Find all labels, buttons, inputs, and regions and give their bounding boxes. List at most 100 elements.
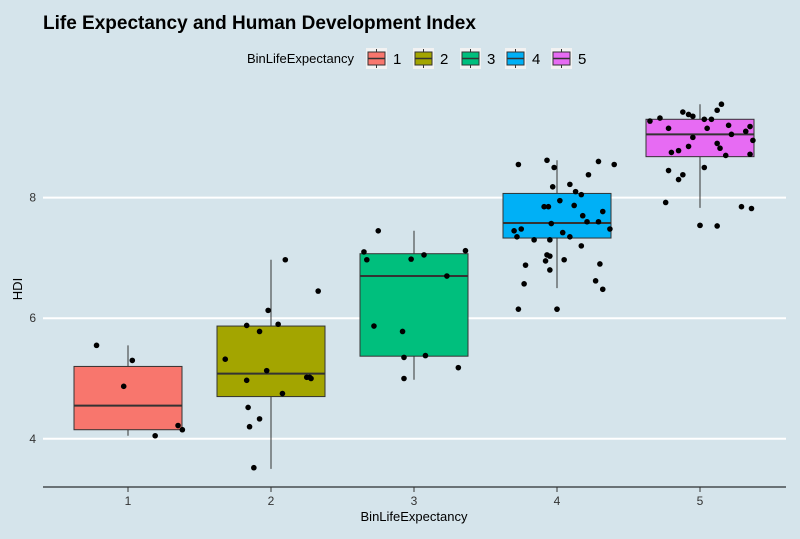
point-35 <box>455 364 462 371</box>
boxes <box>73 118 755 431</box>
point-44 <box>572 188 579 195</box>
point-87 <box>725 122 732 129</box>
point-62 <box>567 234 573 240</box>
x-tick-label-4: 4 <box>554 494 561 508</box>
point-65 <box>547 253 553 259</box>
point-75 <box>554 306 560 312</box>
point-47 <box>571 202 577 209</box>
point-8 <box>256 328 263 335</box>
point-2 <box>129 357 136 364</box>
point-66 <box>522 262 529 268</box>
point-1 <box>120 383 127 390</box>
point-33 <box>422 352 429 359</box>
point-39 <box>585 171 592 178</box>
point-81 <box>701 116 708 123</box>
point-19 <box>279 390 286 397</box>
point-52 <box>584 218 590 225</box>
y-tick-label-4: 4 <box>29 432 36 446</box>
point-98 <box>675 147 682 154</box>
y-tick-label-6: 6 <box>29 311 36 325</box>
point-30 <box>371 323 377 329</box>
point-28 <box>444 273 450 279</box>
point-59 <box>531 237 537 243</box>
point-97 <box>668 149 675 156</box>
x-ticks: 1 2 3 4 5 <box>125 487 704 508</box>
legend: BinLifeExpectancy 1 2 3 4 5 <box>247 48 586 69</box>
point-24 <box>364 256 370 263</box>
point-106 <box>738 203 745 210</box>
point-61 <box>559 229 566 236</box>
point-5 <box>179 426 186 433</box>
point-89 <box>714 140 720 147</box>
point-13 <box>263 367 270 374</box>
point-23 <box>361 249 367 255</box>
legend-label-2: 2 <box>440 51 448 68</box>
medians <box>74 133 754 407</box>
point-83 <box>718 101 725 108</box>
point-11 <box>282 256 289 263</box>
point-4 <box>175 422 181 429</box>
y-tick-labels: 4 6 8 <box>29 191 36 446</box>
point-6 <box>222 356 229 363</box>
point-69 <box>561 256 567 263</box>
legend-label-3: 3 <box>487 51 495 68</box>
y-tick-label-8: 8 <box>29 191 36 205</box>
point-17 <box>246 423 253 430</box>
x-tick-label-3: 3 <box>411 494 418 508</box>
point-7 <box>243 322 250 329</box>
point-99 <box>722 152 729 159</box>
point-18 <box>251 464 257 471</box>
point-100 <box>665 167 672 174</box>
legend-label-1: 1 <box>393 51 401 68</box>
point-0 <box>93 342 100 349</box>
point-88 <box>690 134 696 141</box>
point-74 <box>515 306 522 312</box>
point-49 <box>545 203 552 210</box>
point-95 <box>750 137 756 144</box>
point-29 <box>408 256 414 262</box>
point-77 <box>657 115 663 121</box>
jitter-points <box>93 101 756 471</box>
point-26 <box>421 252 427 258</box>
point-68 <box>542 258 549 264</box>
point-71 <box>599 286 606 293</box>
point-91 <box>685 143 692 150</box>
point-51 <box>579 212 586 219</box>
point-108 <box>697 222 703 229</box>
chart-title: Life Expectancy and Human Development In… <box>43 13 476 34</box>
point-40 <box>595 158 602 165</box>
point-103 <box>680 171 686 178</box>
point-22 <box>308 375 314 382</box>
point-48 <box>599 208 606 215</box>
y-axis-title: HDI <box>10 278 25 300</box>
point-96 <box>747 151 753 158</box>
legend-label-5: 5 <box>578 51 586 68</box>
point-92 <box>728 131 735 138</box>
point-3 <box>152 432 158 439</box>
whiskers <box>127 104 701 469</box>
point-32 <box>401 354 407 361</box>
point-76 <box>647 118 653 124</box>
point-9 <box>265 307 271 314</box>
point-93 <box>742 128 749 135</box>
point-72 <box>592 278 599 284</box>
point-10 <box>275 321 281 328</box>
x-tick-label-5: 5 <box>697 494 704 508</box>
point-38 <box>551 164 557 171</box>
point-55 <box>548 220 555 227</box>
point-86 <box>665 125 672 132</box>
point-37 <box>544 157 550 164</box>
point-94 <box>747 123 753 130</box>
box-3 <box>359 253 469 357</box>
box-4 <box>502 192 612 239</box>
point-27 <box>462 247 469 254</box>
point-67 <box>521 281 527 287</box>
point-14 <box>243 377 250 384</box>
legend-title: BinLifeExpectancy <box>247 51 354 66</box>
point-58 <box>514 234 520 240</box>
point-84 <box>708 116 715 123</box>
point-101 <box>701 164 708 171</box>
point-63 <box>578 243 585 249</box>
point-31 <box>399 328 406 335</box>
point-54 <box>607 226 613 232</box>
